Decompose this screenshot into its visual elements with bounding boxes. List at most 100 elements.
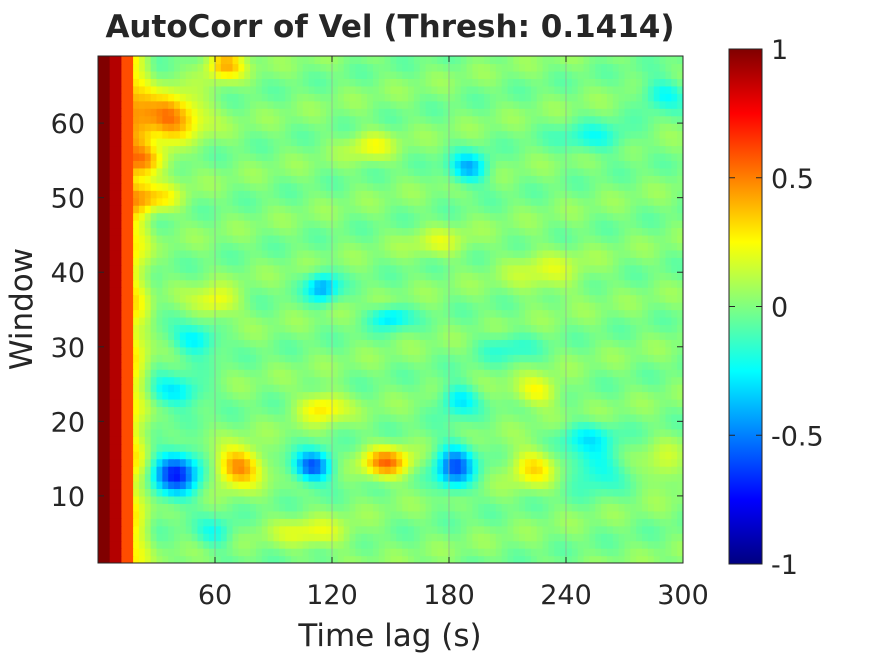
heatmap-cell	[437, 346, 444, 355]
heatmap-cell	[261, 495, 269, 504]
heatmap-cell	[343, 533, 351, 542]
heatmap-cell	[495, 339, 503, 348]
heatmap-cell	[513, 525, 520, 534]
heatmap-cell	[647, 354, 655, 363]
heatmap-cell	[337, 451, 345, 460]
heatmap-cell	[636, 428, 643, 437]
heatmap-cell	[261, 443, 269, 452]
heatmap-cell	[261, 421, 269, 430]
heatmap-cell	[279, 354, 286, 363]
heatmap-cell	[215, 525, 222, 534]
heatmap-cell	[209, 294, 216, 303]
heatmap-cell	[507, 309, 514, 318]
heatmap-cell	[530, 473, 538, 482]
heatmap-cell	[197, 510, 204, 519]
heatmap-cell	[647, 272, 655, 281]
heatmap-cell	[566, 257, 573, 266]
heatmap-cell	[215, 466, 222, 475]
heatmap-cell	[215, 510, 222, 519]
heatmap-cell	[133, 287, 140, 296]
heatmap-cell	[349, 197, 356, 206]
heatmap-cell	[571, 555, 579, 563]
heatmap-cell	[589, 354, 596, 363]
heatmap-cell	[618, 302, 626, 311]
heatmap-cell	[413, 525, 421, 534]
heatmap-cell	[589, 473, 596, 482]
heatmap-cell	[308, 466, 316, 475]
heatmap-cell	[244, 190, 251, 199]
heatmap-cell	[384, 197, 392, 206]
heatmap-cell	[466, 279, 473, 288]
heatmap-cell	[636, 473, 643, 482]
heatmap-cell	[302, 331, 310, 340]
heatmap-cell	[332, 257, 339, 266]
heatmap-cell	[349, 495, 356, 504]
heatmap-cell	[138, 324, 146, 333]
heatmap-cell	[185, 369, 193, 378]
heatmap-cell	[121, 555, 128, 563]
heatmap-cell	[273, 257, 280, 266]
heatmap-cell	[320, 197, 327, 206]
heatmap-cell	[606, 495, 614, 504]
heatmap-cell	[460, 287, 468, 296]
heatmap-cell	[489, 421, 497, 430]
heatmap-cell	[378, 480, 386, 490]
heatmap-cell	[647, 220, 655, 229]
heatmap-cell	[232, 451, 239, 460]
heatmap-cell	[642, 287, 649, 296]
heatmap-cell	[302, 428, 310, 437]
heatmap-cell	[577, 339, 585, 348]
heatmap-cell	[98, 413, 105, 422]
heatmap-cell	[677, 361, 683, 370]
heatmap-cell	[203, 391, 210, 400]
heatmap-cell	[665, 384, 672, 393]
heatmap-cell	[408, 302, 415, 311]
heatmap-cell	[472, 518, 479, 527]
heatmap-cell	[372, 264, 380, 273]
heatmap-cell	[103, 503, 111, 512]
heatmap-cell	[489, 376, 497, 385]
heatmap-cell	[238, 324, 245, 333]
heatmap-cell	[653, 480, 661, 490]
heatmap-cell	[226, 555, 234, 563]
heatmap-cell	[174, 346, 181, 355]
heatmap-cell	[98, 331, 105, 340]
heatmap-cell	[238, 391, 245, 400]
heatmap-cell	[191, 242, 199, 251]
heatmap-cell	[349, 212, 356, 221]
heatmap-cell	[215, 197, 222, 206]
heatmap-cell	[244, 197, 251, 206]
heatmap-cell	[296, 555, 304, 563]
heatmap-cell	[232, 339, 239, 348]
heatmap-cell	[449, 503, 456, 512]
heatmap-cell	[530, 302, 538, 311]
heatmap-cell	[343, 488, 351, 497]
heatmap-cell	[642, 480, 649, 490]
heatmap-cell	[308, 234, 316, 243]
heatmap-cell	[513, 242, 520, 251]
heatmap-cell	[437, 249, 444, 258]
heatmap-cell	[413, 413, 421, 422]
heatmap-cell	[238, 287, 245, 296]
heatmap-cell	[601, 234, 608, 243]
heatmap-cell	[138, 473, 146, 482]
heatmap-cell	[285, 361, 292, 370]
heatmap-cell	[601, 205, 608, 214]
heatmap-cell	[98, 190, 105, 199]
heatmap-cell	[665, 331, 672, 340]
heatmap-cell	[437, 495, 444, 504]
heatmap-cell	[291, 451, 298, 460]
heatmap-cell	[413, 398, 421, 408]
heatmap-cell	[530, 443, 538, 452]
heatmap-cell	[466, 525, 473, 534]
heatmap-cell	[296, 398, 304, 408]
heatmap-cell	[653, 398, 661, 408]
heatmap-cell	[261, 451, 269, 460]
heatmap-cell	[653, 227, 661, 236]
heatmap-cell	[138, 197, 146, 206]
heatmap-cell	[326, 302, 333, 311]
heatmap-cell	[677, 473, 683, 482]
heatmap-cell	[431, 242, 438, 251]
heatmap-cell	[449, 458, 456, 467]
heatmap-cell	[220, 376, 228, 385]
